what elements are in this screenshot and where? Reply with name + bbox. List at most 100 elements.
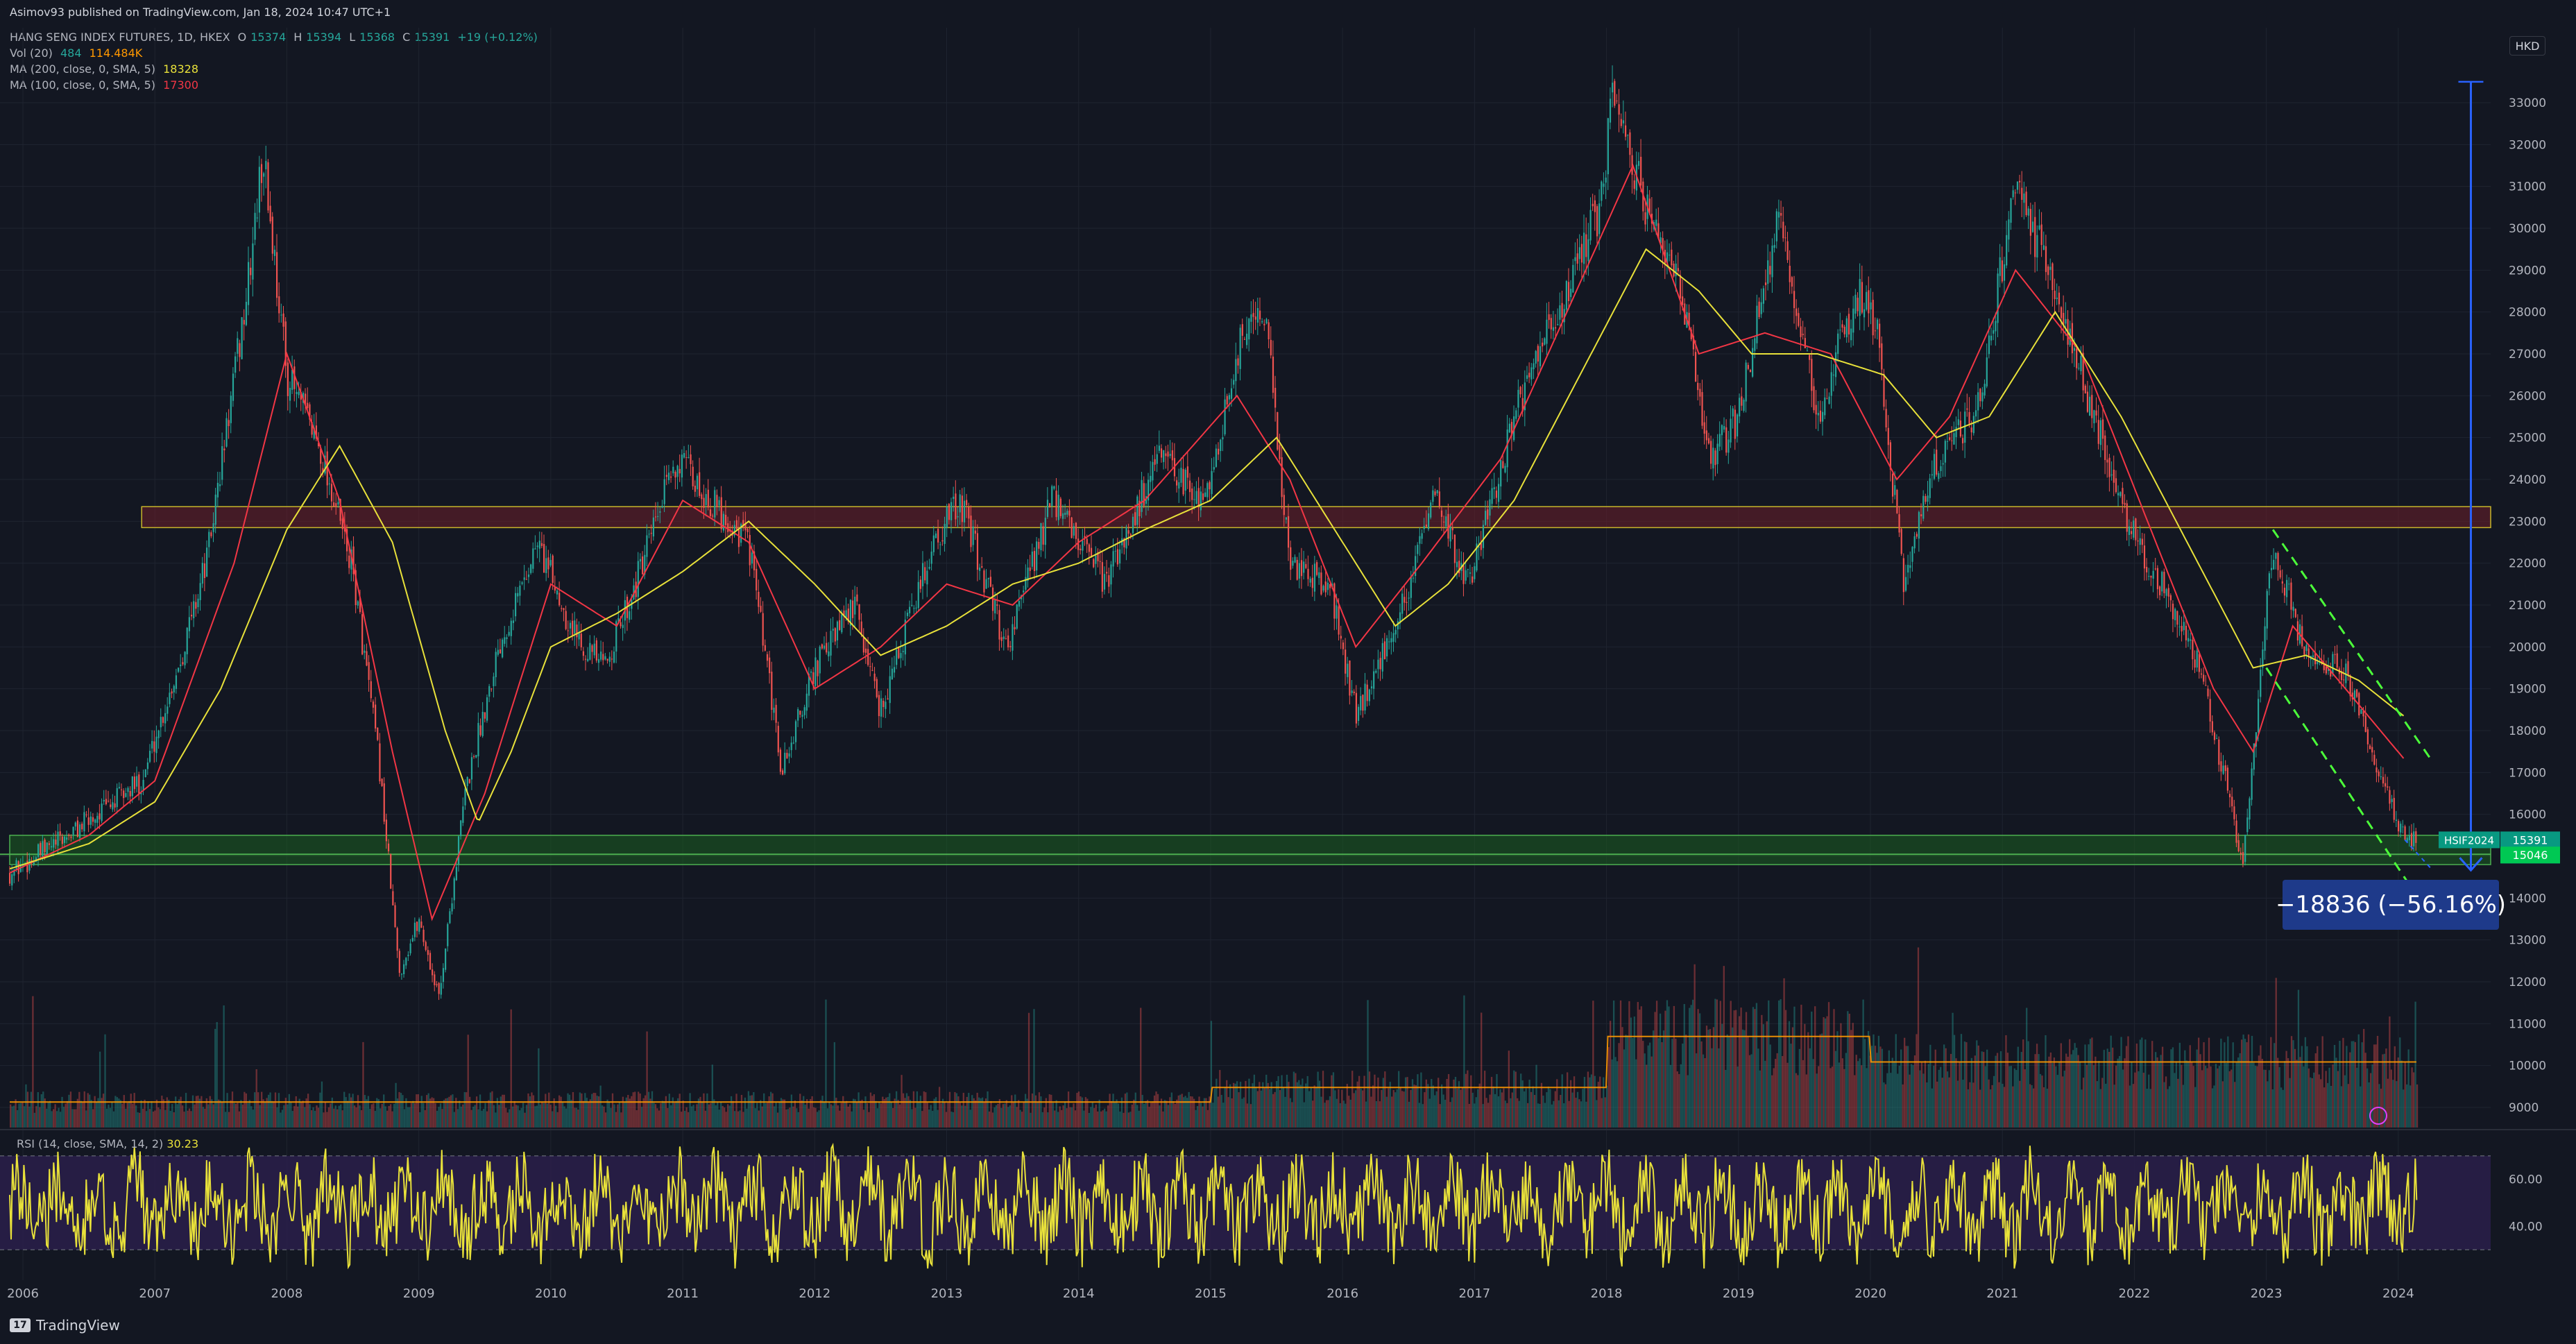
candle-body	[615, 621, 617, 652]
candle-body	[921, 563, 924, 586]
candle-body	[230, 395, 232, 423]
volume-bar	[410, 1103, 413, 1128]
volume-bar	[1734, 1010, 1737, 1128]
candle-body	[256, 217, 258, 219]
currency-button[interactable]: HKD	[2509, 36, 2545, 56]
volume-bar	[1198, 1096, 1200, 1128]
volume-bar	[201, 1096, 203, 1128]
candle-body	[46, 842, 48, 855]
volume-bar	[1644, 1053, 1646, 1128]
volume-bar	[162, 1099, 164, 1128]
candle-body	[243, 320, 245, 325]
volume-bar	[1490, 1077, 1493, 1128]
candle-body	[2113, 469, 2115, 483]
candle-body	[263, 173, 265, 177]
candle-body	[727, 523, 729, 532]
volume-bar	[1685, 1035, 1687, 1128]
volume-bar	[713, 1099, 715, 1128]
volume-bar	[1628, 1001, 1630, 1128]
volume-bar	[477, 1109, 479, 1128]
volume-bar	[1571, 1092, 1573, 1128]
volume-bar	[2052, 1062, 2054, 1128]
candle-body	[1694, 352, 1697, 382]
volume-bar	[1873, 1034, 1875, 1128]
volume-bar	[558, 1095, 561, 1128]
volume-bar	[1791, 1027, 1794, 1128]
candle-body	[1489, 499, 1491, 516]
candle-body	[2063, 312, 2065, 325]
volume-bar	[1016, 1107, 1018, 1128]
volume-bar	[2010, 1066, 2013, 1128]
volume-bar	[1308, 1091, 1311, 1128]
candle-body	[2196, 650, 2198, 668]
candle-body	[974, 530, 976, 534]
volume-bar	[1859, 1058, 1861, 1128]
volume-bar	[683, 1110, 686, 1128]
volume-bar	[1983, 1052, 1985, 1128]
volume-bar	[1809, 1048, 1811, 1128]
candle-body	[247, 262, 250, 305]
candle-body	[445, 949, 447, 970]
volume-bar	[1621, 1027, 1623, 1128]
volume-bar	[1687, 1075, 1689, 1128]
candle-body	[1723, 426, 1725, 430]
candle-body	[1156, 454, 1158, 464]
volume-bar	[1956, 1080, 1959, 1128]
candle-body	[1620, 119, 1622, 126]
candle-body	[1027, 567, 1029, 581]
time-axis: 2006 2007 2008 2009 2010 2011 2012 2013 2014 2015…	[7, 1286, 2414, 1301]
volume-bar	[1728, 1036, 1730, 1128]
volume-bar	[2254, 1065, 2257, 1128]
volume-bar	[1967, 1089, 1970, 1128]
volume-bar	[171, 1104, 173, 1128]
volume-bar	[255, 1069, 257, 1128]
volume-bar	[2303, 1066, 2305, 1128]
symbol-name[interactable]: HANG SENG INDEX FUTURES, 1D, HKEX	[10, 31, 230, 44]
candle-body	[1383, 641, 1386, 660]
volume-bar	[1786, 1062, 1789, 1128]
volume-bar	[804, 1104, 806, 1128]
volume-bar	[947, 1103, 949, 1128]
volume-bar	[2394, 1046, 2396, 1128]
candle-body	[696, 475, 699, 490]
volume-bar	[625, 1097, 627, 1128]
volume-bar	[1539, 1103, 1541, 1128]
volume-bar	[1324, 1103, 1326, 1128]
candle-body	[92, 817, 94, 822]
volume-bar	[1755, 1003, 1758, 1128]
candle-body	[1736, 414, 1739, 436]
candle-body	[1640, 156, 1642, 186]
volume-bar	[2366, 1068, 2369, 1128]
volume-bar	[2232, 1042, 2234, 1128]
candle-body	[939, 544, 941, 545]
candle-body	[258, 167, 260, 213]
candle-body	[1904, 577, 1907, 591]
volume-bar	[400, 1093, 402, 1128]
volume-bar	[2048, 1056, 2050, 1128]
volume-bar	[1243, 1097, 1245, 1128]
candle-body	[1005, 638, 1007, 640]
volume-bar	[262, 1099, 264, 1128]
volume-bar	[419, 1112, 421, 1128]
candle-body	[1999, 257, 2001, 276]
volume-bar	[1556, 1079, 1558, 1128]
volume-bar	[331, 1097, 333, 1128]
volume-bar	[1306, 1075, 1308, 1128]
volume-bar	[1783, 978, 1785, 1128]
volume-bar	[1083, 1110, 1085, 1128]
volume-bar	[216, 1022, 218, 1128]
candle-body	[558, 593, 561, 606]
volume-bar	[1666, 1000, 1669, 1128]
volume-bar	[2407, 1049, 2409, 1128]
volume-bar	[2356, 1067, 2358, 1128]
volume-bar	[2299, 1057, 2301, 1128]
volume-bar	[1582, 1089, 1584, 1128]
candle-body	[2049, 266, 2052, 270]
candle-body	[1093, 559, 1095, 568]
volume-bar	[2132, 1084, 2135, 1128]
price-axis: 9000100001100012000130001400015000160001…	[2509, 96, 2546, 1115]
candle-body	[1990, 335, 1993, 341]
candle-body	[617, 618, 620, 622]
candle-body	[2021, 187, 2023, 200]
